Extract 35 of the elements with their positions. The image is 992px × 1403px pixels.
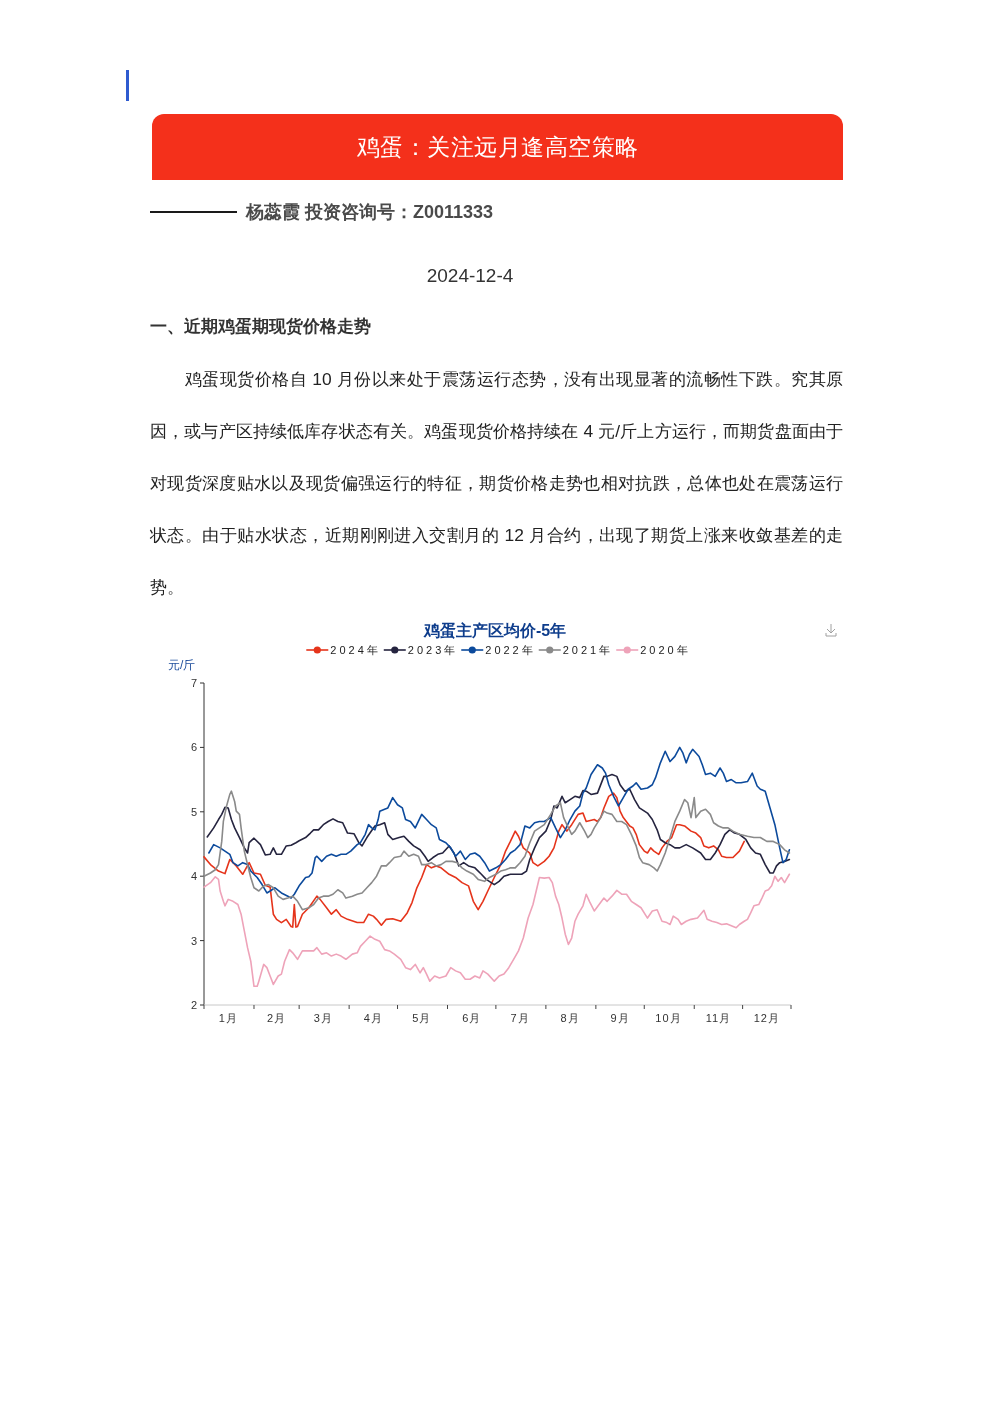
x-tick-label: 4月 (363, 1012, 383, 1024)
y-tick-label: 2 (190, 999, 197, 1011)
legend-label: 2020年 (640, 644, 691, 656)
text: 一、近期鸡蛋期现货价格走势 (150, 316, 371, 338)
chart-title: 鸡蛋主产区均价-5年 (422, 621, 567, 639)
y-tick-label: 5 (190, 805, 197, 818)
text: 杨蕊霞 投资咨询号：Z0011333 (246, 201, 494, 223)
x-tick-label: 11月 (705, 1012, 732, 1024)
x-tick-label: 6月 (462, 1012, 482, 1024)
text: 鸡蛋：关注远月逢高空策略 (356, 133, 639, 161)
x-tick-label: 9月 (610, 1012, 630, 1024)
legend-label: 2024年 (330, 644, 381, 656)
line-series (203, 873, 791, 988)
legend-label: 2022年 (485, 644, 536, 656)
x-tick-label: 3月 (313, 1012, 333, 1024)
x-tick-label: 12月 (753, 1012, 780, 1024)
line-series (203, 792, 746, 928)
x-tick-label: 7月 (510, 1012, 530, 1024)
y-tick-label: 7 (190, 677, 197, 689)
y-tick-label: 3 (190, 934, 197, 947)
line-series (208, 746, 791, 899)
x-tick-label: 2月 (267, 1012, 287, 1024)
x-tick-label: 1月 (218, 1012, 238, 1024)
line-series (203, 790, 791, 911)
legend-label: 2023年 (407, 644, 459, 656)
text: 2024-12-4 (426, 265, 514, 286)
text: 鸡蛋现货价格自 10 月份以来处于震荡运行态势，没有出现显著的流畅性下跌。究其原因，或与产区持续低库存状态有关。鸡蛋现货价格持续在 4 元/斤上方运行，而期货盘面由于对现货深度贴水以及现货偏强运行的特征，期货价格走势也相对抗跌，总体也处在震荡运行状态。由于贴水状态，近期刚刚进入交割月的 12 月合约，出现了期货上涨来收敛基差的走势。 (150, 369, 843, 597)
x-tick-label: 8月 (560, 1012, 580, 1024)
legend-label: 2021年 (562, 644, 614, 656)
x-tick-label: 10月 (655, 1012, 682, 1024)
y-tick-label: 6 (190, 741, 197, 754)
line-series (206, 773, 791, 886)
x-tick-label: 5月 (412, 1012, 432, 1024)
y-axis-title: 元/斤 (168, 658, 196, 672)
y-tick-label: 4 (190, 870, 197, 883)
